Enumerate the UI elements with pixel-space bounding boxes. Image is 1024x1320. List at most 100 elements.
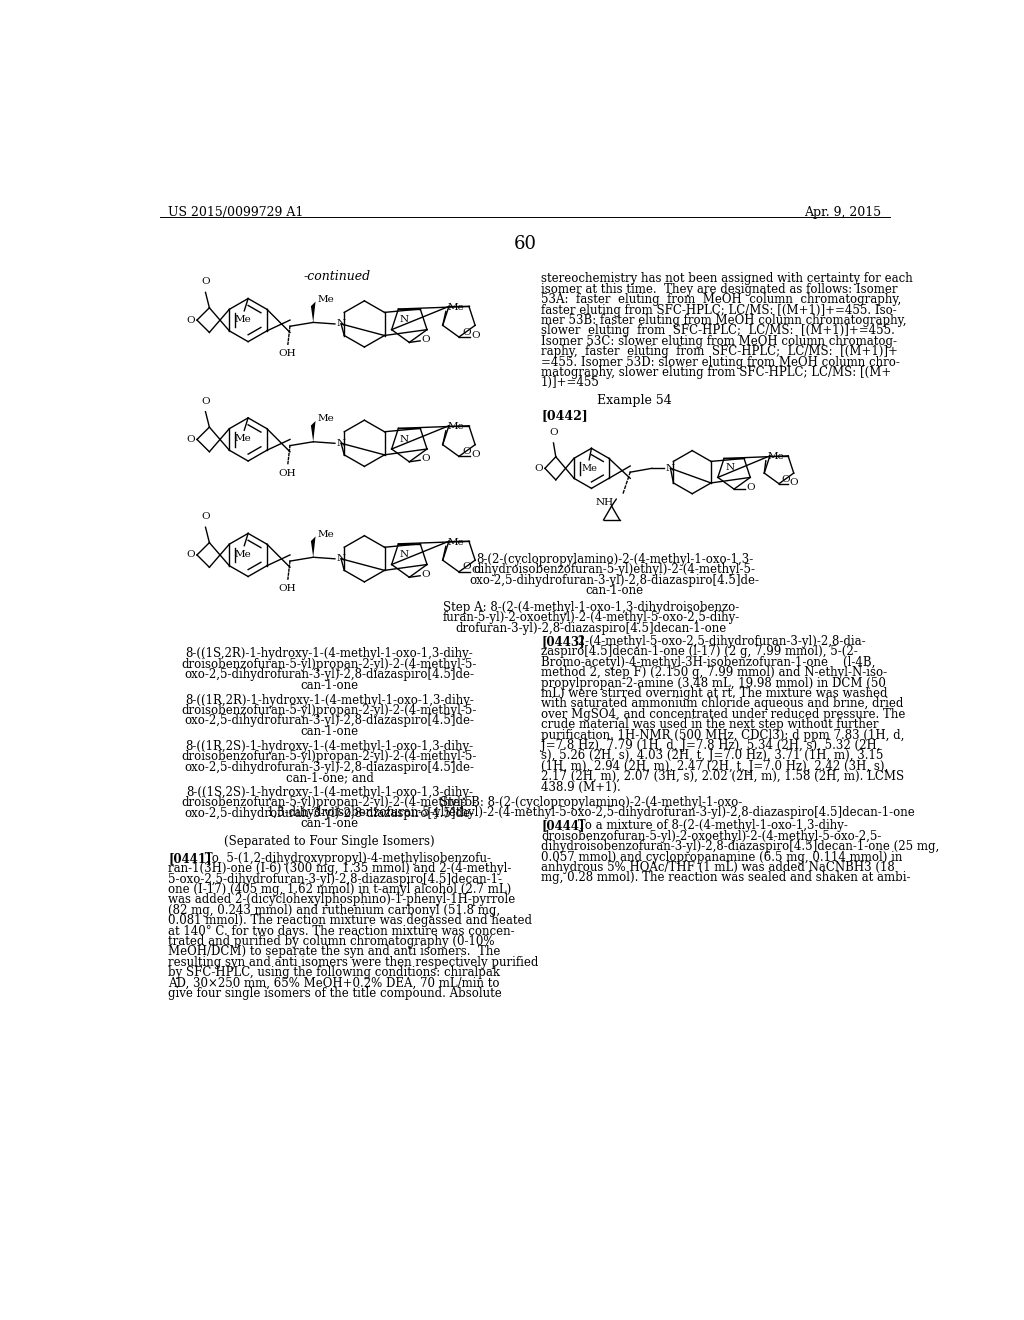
Text: 5-oxo-2,5-dihydrofuran-3-yl)-2,8-diazaspiro[4.5]decan-1-: 5-oxo-2,5-dihydrofuran-3-yl)-2,8-diazasp… (168, 873, 503, 886)
Text: droisobenzofuran-5-yl)propan-2-yl)-2-(4-methyl-5-: droisobenzofuran-5-yl)propan-2-yl)-2-(4-… (182, 750, 477, 763)
Text: Apr. 9, 2015: Apr. 9, 2015 (804, 206, 882, 219)
Text: Me: Me (447, 422, 464, 432)
Text: 2.17 (2H, m), 2.07 (3H, s), 2.02 (2H, m), 1.58 (2H, m). LCMS: 2.17 (2H, m), 2.07 (3H, s), 2.02 (2H, m)… (541, 770, 904, 783)
Text: one (I-17) (405 mg, 1.62 mmol) in t-amyl alcohol (2.7 mL): one (I-17) (405 mg, 1.62 mmol) in t-amyl… (168, 883, 512, 896)
Text: OH: OH (279, 469, 297, 478)
Text: can-1-one: can-1-one (586, 585, 644, 597)
Text: O: O (186, 315, 196, 325)
Text: O: O (201, 396, 210, 405)
Text: N: N (337, 438, 346, 447)
Text: O: O (422, 570, 430, 578)
Text: at 140° C. for two days. The reaction mixture was concen-: at 140° C. for two days. The reaction mi… (168, 924, 515, 937)
Text: O: O (186, 436, 196, 444)
Text: O: O (471, 450, 480, 459)
Text: drofuran-3-yl)-2,8-diazaspiro[4.5]decan-1-one: drofuran-3-yl)-2,8-diazaspiro[4.5]decan-… (456, 622, 727, 635)
Text: ran-1(3H)-one (I-6) (300 mg, 1.35 mmol) and 2-(4-methyl-: ran-1(3H)-one (I-6) (300 mg, 1.35 mmol) … (168, 862, 512, 875)
Text: AD, 30×250 mm, 65% MeOH+0.2% DEA, 70 mL/min to: AD, 30×250 mm, 65% MeOH+0.2% DEA, 70 mL/… (168, 977, 500, 990)
Text: O: O (549, 428, 558, 437)
Text: 438.9 (M+1).: 438.9 (M+1). (541, 780, 621, 793)
Text: Me: Me (234, 314, 251, 323)
Text: (1H, m), 2.94 (2H, m), 2.47 (2H, t, J=7.0 Hz), 2.42 (3H, s),: (1H, m), 2.94 (2H, m), 2.47 (2H, t, J=7.… (541, 760, 889, 772)
Text: Me: Me (317, 529, 334, 539)
Polygon shape (311, 302, 315, 322)
Text: Me: Me (317, 294, 334, 304)
Text: method 2, step F) (2.150 g, 7.99 mmol) and N-ethyl-N-iso-: method 2, step F) (2.150 g, 7.99 mmol) a… (541, 667, 887, 680)
Text: (Separated to Four Single Isomers): (Separated to Four Single Isomers) (224, 836, 435, 849)
Text: MeOH/DCM) to separate the syn and anti isomers.  The: MeOH/DCM) to separate the syn and anti i… (168, 945, 501, 958)
Text: N: N (726, 463, 734, 473)
Text: =455. Isomer 53D: slower eluting from MeOH column chro-: =455. Isomer 53D: slower eluting from Me… (541, 355, 900, 368)
Text: NH: NH (595, 498, 613, 507)
Text: 8-((1S,2R)-1-hydroxy-1-(4-methyl-1-oxo-1,3-dihy-: 8-((1S,2R)-1-hydroxy-1-(4-methyl-1-oxo-1… (185, 647, 473, 660)
Text: trated and purified by column chromatography (0-10%: trated and purified by column chromatogr… (168, 935, 495, 948)
Text: Me: Me (447, 304, 464, 312)
Text: N: N (400, 315, 409, 325)
Text: droisobenzofuran-5-yl)-2-oxoethyl)-2-(4-methyl-5-oxo-2,5-: droisobenzofuran-5-yl)-2-oxoethyl)-2-(4-… (541, 830, 882, 843)
Text: 1)]+=455: 1)]+=455 (541, 376, 600, 389)
Text: [0444]: [0444] (541, 820, 585, 833)
Text: 8-((1R,2S)-1-hydroxy-1-(4-methyl-1-oxo-1,3-dihy-: 8-((1R,2S)-1-hydroxy-1-(4-methyl-1-oxo-1… (185, 739, 473, 752)
Text: give four single isomers of the title compound. Absolute: give four single isomers of the title co… (168, 987, 502, 1001)
Text: O: O (201, 512, 210, 521)
Text: N: N (400, 434, 409, 444)
Text: mer 53B: faster eluting from MeOH column chromatography,: mer 53B: faster eluting from MeOH column… (541, 314, 906, 327)
Text: Me: Me (234, 434, 251, 444)
Text: [0443]: [0443] (541, 635, 585, 648)
Text: OH: OH (279, 585, 297, 593)
Text: droisobenzofuran-5-yl)propan-2-yl)-2-(4-methyl-5-: droisobenzofuran-5-yl)propan-2-yl)-2-(4-… (182, 796, 477, 809)
Text: s), 5.26 (2H, s), 4.03 (2H, t, J=7.0 Hz), 3.71 (1H, m), 3.15: s), 5.26 (2H, s), 4.03 (2H, t, J=7.0 Hz)… (541, 750, 884, 763)
Text: [0442]: [0442] (541, 409, 588, 422)
Polygon shape (311, 421, 315, 442)
Text: -continued: -continued (304, 271, 371, 282)
Text: [0441]: [0441] (168, 851, 212, 865)
Text: faster eluting from SFC-HPLC; LC/MS: [(M+1)]+=455. Iso-: faster eluting from SFC-HPLC; LC/MS: [(M… (541, 304, 897, 317)
Text: 0.081 mmol). The reaction mixture was degassed and heated: 0.081 mmol). The reaction mixture was de… (168, 915, 532, 927)
Text: O: O (781, 475, 790, 484)
Text: can-1-one: can-1-one (300, 725, 358, 738)
Text: 8-(2-(cyclopropylamino)-2-(4-methyl-1-oxo-1,3-: 8-(2-(cyclopropylamino)-2-(4-methyl-1-ox… (476, 553, 754, 566)
Text: 60: 60 (513, 235, 537, 253)
Text: N: N (666, 463, 675, 473)
Text: raphy,  faster  eluting  from  SFC-HPLC;  LC/MS:  [(M+1)]+: raphy, faster eluting from SFC-HPLC; LC/… (541, 345, 898, 358)
Text: purification. 1H-NMR (500 MHz, CDCl3): d ppm 7.83 (1H, d,: purification. 1H-NMR (500 MHz, CDCl3): d… (541, 729, 904, 742)
Text: O: O (535, 463, 543, 473)
Text: furan-5-yl)-2-oxoethyl)-2-(4-methyl-5-oxo-2,5-dihy-: furan-5-yl)-2-oxoethyl)-2-(4-methyl-5-ox… (442, 611, 740, 624)
Text: O: O (746, 483, 755, 492)
Text: stereochemistry has not been assigned with certainty for each: stereochemistry has not been assigned wi… (541, 272, 912, 285)
Text: can-1-one: can-1-one (300, 678, 358, 692)
Text: 1,3-dihydroisobenzofuran-5-yl)ethyl)-2-(4-methyl-5-oxo-2,5-dihydrofuran-3-yl)-2,: 1,3-dihydroisobenzofuran-5-yl)ethyl)-2-(… (267, 807, 915, 818)
Text: isomer at this time.  They are designated as follows: Isomer: isomer at this time. They are designated… (541, 282, 898, 296)
Text: 8-((1S,2S)-1-hydroxy-1-(4-methyl-1-oxo-1,3-dihy-: 8-((1S,2S)-1-hydroxy-1-(4-methyl-1-oxo-1… (186, 785, 473, 799)
Text: US 2015/0099729 A1: US 2015/0099729 A1 (168, 206, 304, 219)
Text: oxo-2,5-dihydrofuran-3-yl)-2,8-diazaspiro[4.5]de-: oxo-2,5-dihydrofuran-3-yl)-2,8-diazaspir… (184, 714, 474, 727)
Text: 2-(4-methyl-5-oxo-2,5-dihydrofuran-3-yl)-2,8-dia-: 2-(4-methyl-5-oxo-2,5-dihydrofuran-3-yl)… (573, 635, 865, 648)
Text: N: N (337, 554, 346, 564)
Text: Example 54: Example 54 (597, 395, 672, 408)
Text: O: O (186, 550, 196, 560)
Text: O: O (471, 566, 480, 574)
Text: Me: Me (767, 453, 784, 462)
Text: matography, slower eluting from SFC-HPLC; LC/MS: [(M+: matography, slower eluting from SFC-HPLC… (541, 366, 891, 379)
Text: droisobenzofuran-5-yl)propan-2-yl)-2-(4-methyl-5-: droisobenzofuran-5-yl)propan-2-yl)-2-(4-… (182, 704, 477, 717)
Text: OH: OH (279, 350, 297, 358)
Text: Step A: 8-(2-(4-methyl-1-oxo-1,3-dihydroisobenzo-: Step A: 8-(2-(4-methyl-1-oxo-1,3-dihydro… (443, 601, 739, 614)
Text: by SFC-HPLC, using the following conditions: chiralpak: by SFC-HPLC, using the following conditi… (168, 966, 501, 979)
Text: J=7.8 Hz), 7.79 (1H, d, J=7.8 Hz), 5.34 (2H, s), 5.32 (2H,: J=7.8 Hz), 7.79 (1H, d, J=7.8 Hz), 5.34 … (541, 739, 881, 752)
Text: Step B: 8-(2-(cyclopropylamino)-2-(4-methyl-1-oxo-: Step B: 8-(2-(cyclopropylamino)-2-(4-met… (440, 796, 742, 809)
Text: over MgSO4, and concentrated under reduced pressure. The: over MgSO4, and concentrated under reduc… (541, 708, 905, 721)
Text: O: O (463, 447, 471, 455)
Text: zaspiro[4.5]decan-1-one (l-17) (2 g, 7.99 mmol), 5-(2-: zaspiro[4.5]decan-1-one (l-17) (2 g, 7.9… (541, 645, 858, 659)
Text: mg, 0.28 mmol). The reaction was sealed and shaken at ambi-: mg, 0.28 mmol). The reaction was sealed … (541, 871, 910, 884)
Text: slower  eluting  from  SFC-HPLC;  LC/MS:  [(M+1)]+=455.: slower eluting from SFC-HPLC; LC/MS: [(M… (541, 325, 895, 338)
Text: 8-((1R,2R)-1-hydroxy-1-(4-methyl-1-oxo-1,3-dihy-: 8-((1R,2R)-1-hydroxy-1-(4-methyl-1-oxo-1… (185, 693, 474, 706)
Text: can-1-one; and: can-1-one; and (286, 771, 374, 784)
Text: To a mixture of 8-(2-(4-methyl-1-oxo-1,3-dihy-: To a mixture of 8-(2-(4-methyl-1-oxo-1,3… (573, 820, 848, 833)
Text: O: O (422, 454, 430, 463)
Text: O: O (463, 327, 471, 337)
Text: propylpropan-2-amine (3.48 mL, 19.98 mmol) in DCM (50: propylpropan-2-amine (3.48 mL, 19.98 mmo… (541, 677, 886, 689)
Text: crude material was used in the next step without further: crude material was used in the next step… (541, 718, 879, 731)
Text: can-1-one: can-1-one (300, 817, 358, 830)
Text: dihydroisobenzofuran-5-yl)ethyl)-2-(4-methyl-5-: dihydroisobenzofuran-5-yl)ethyl)-2-(4-me… (474, 564, 756, 577)
Text: O: O (463, 562, 471, 572)
Text: oxo-2,5-dihydrofuran-3-yl)-2,8-diazaspiro[4.5]de-: oxo-2,5-dihydrofuran-3-yl)-2,8-diazaspir… (470, 574, 760, 587)
